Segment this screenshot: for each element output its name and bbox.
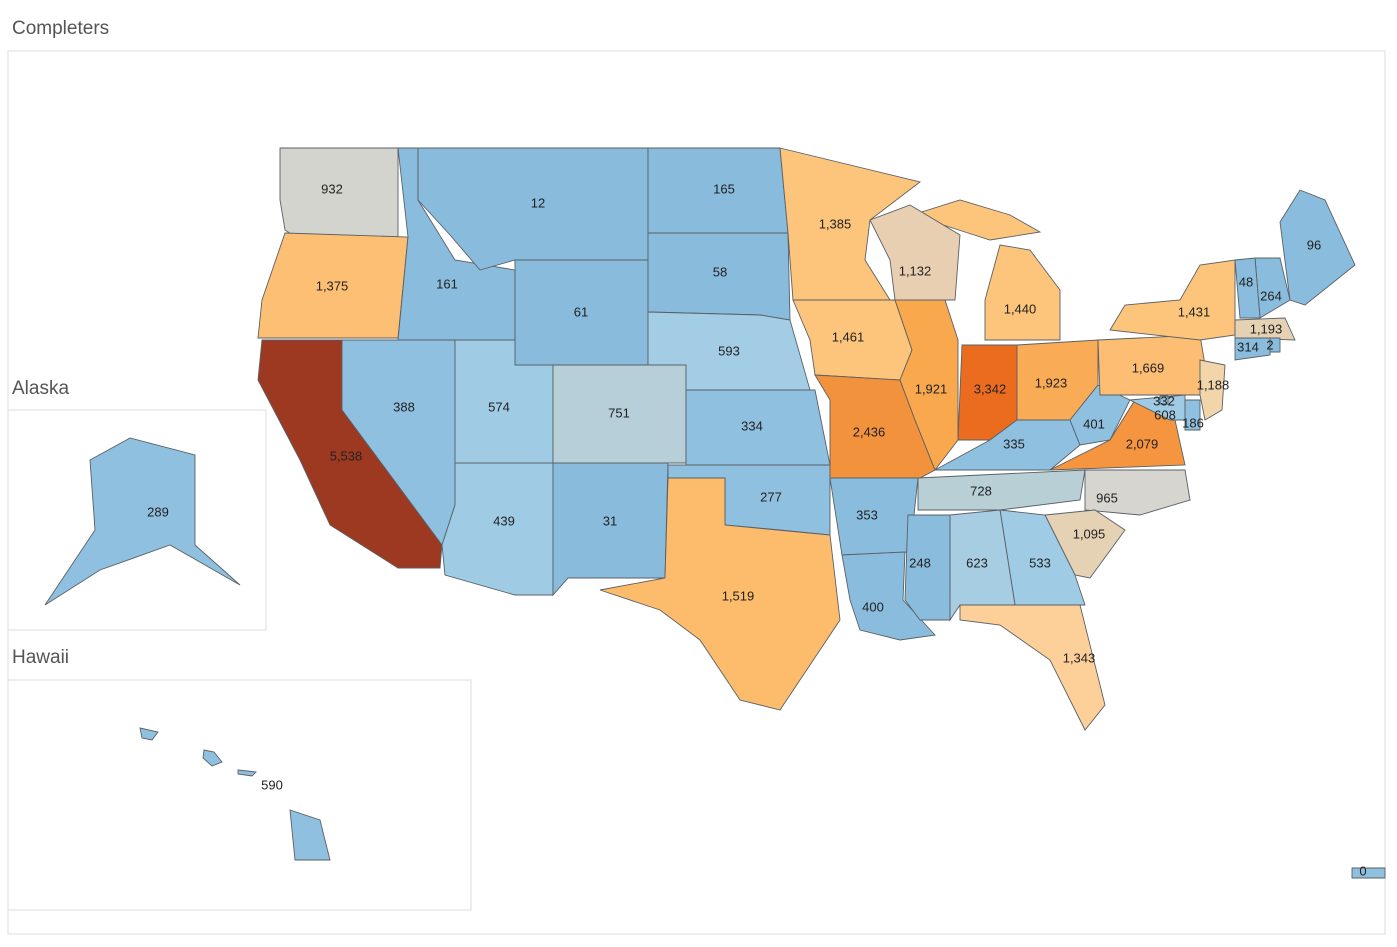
- region-label: 965: [1096, 490, 1118, 505]
- region-label: 1,461: [832, 329, 865, 344]
- region-label: 932: [321, 181, 343, 196]
- region-label: 751: [608, 405, 630, 420]
- region: [289, 809, 331, 861]
- region: [959, 604, 1106, 731]
- region-label: 1,188: [1197, 377, 1230, 392]
- inset-title: Alaska: [12, 378, 69, 399]
- region-label: 400: [862, 599, 884, 614]
- island: [237, 769, 257, 777]
- region-label: 1,923: [1035, 375, 1068, 390]
- region: [1084, 469, 1191, 516]
- region-label: 314: [1237, 339, 1259, 354]
- region: [1234, 337, 1271, 361]
- region-label: 388: [393, 399, 415, 414]
- region: [841, 551, 936, 641]
- region: [984, 244, 1061, 341]
- region: [1069, 384, 1131, 446]
- region-label: 3,342: [974, 381, 1007, 396]
- region: [1199, 359, 1226, 421]
- map-title: Completers: [12, 18, 109, 39]
- region-label: 58: [713, 264, 727, 279]
- region-label: 574: [488, 399, 510, 414]
- region-label: 0: [1359, 863, 1366, 878]
- inset-frame: [7, 409, 267, 631]
- regions: [44, 147, 1386, 879]
- region: [1109, 259, 1236, 341]
- region: [599, 477, 841, 711]
- region-label: 1,385: [819, 216, 852, 231]
- region-label: 1,669: [1132, 360, 1165, 375]
- region-label: 1,193: [1250, 321, 1283, 336]
- region-label: 2,436: [853, 424, 886, 439]
- region-label: 48: [1239, 274, 1253, 289]
- region: [869, 204, 961, 301]
- region-label: 1,095: [1073, 526, 1106, 541]
- region-label: 31: [603, 513, 617, 528]
- region-label: 277: [760, 489, 782, 504]
- region-label: 61: [574, 304, 588, 319]
- region-label: 353: [856, 507, 878, 522]
- region-label: 401: [1083, 416, 1105, 431]
- region-label: 439: [493, 513, 515, 528]
- region-label: 593: [718, 343, 740, 358]
- region-label: 5,538: [330, 448, 363, 463]
- region-label: 248: [909, 555, 931, 570]
- region-label: 2: [1266, 337, 1273, 352]
- region-label: 335: [1003, 436, 1025, 451]
- island: [139, 727, 159, 741]
- region-label: 1,132: [899, 263, 932, 278]
- region: [552, 462, 669, 597]
- region-label: 1,431: [1178, 304, 1211, 319]
- region-label: 264: [1260, 288, 1282, 303]
- region-part: [910, 199, 1042, 241]
- region-label: 623: [966, 555, 988, 570]
- region: [1234, 317, 1296, 341]
- region-label: 728: [970, 483, 992, 498]
- region-label: 186: [1182, 415, 1204, 430]
- region-label: 96: [1307, 237, 1321, 252]
- region-label: 165: [713, 181, 735, 196]
- region: [1234, 257, 1261, 319]
- region-label: 1,343: [1063, 650, 1096, 665]
- region: [441, 462, 554, 596]
- region-label: 12: [531, 195, 545, 210]
- region-label: 608: [1154, 407, 1176, 422]
- region-label: 1,519: [722, 588, 755, 603]
- region-label: 1,921: [915, 381, 948, 396]
- region: [44, 437, 241, 606]
- island: [202, 749, 223, 767]
- region-label: 590: [261, 777, 283, 792]
- region-label: 533: [1029, 555, 1051, 570]
- inset-title: Hawaii: [12, 647, 69, 668]
- region: [1351, 867, 1386, 879]
- region-label: 1,440: [1004, 301, 1037, 316]
- region: [779, 147, 922, 301]
- region: [257, 232, 409, 339]
- region: [904, 514, 951, 621]
- region-label: 334: [741, 418, 763, 433]
- region: [1159, 395, 1169, 405]
- region-label: 289: [147, 504, 169, 519]
- inset-frame: [7, 679, 472, 911]
- region-label: 2,079: [1126, 436, 1159, 451]
- region-label: 161: [436, 276, 458, 291]
- region-label: 332: [1153, 393, 1175, 408]
- region-label: 1,375: [316, 278, 349, 293]
- region: [917, 469, 1086, 511]
